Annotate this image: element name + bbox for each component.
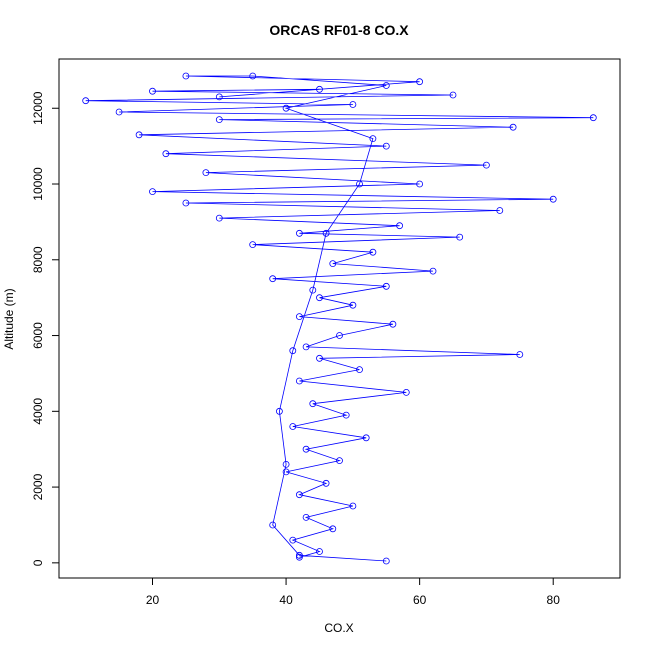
plot-frame xyxy=(58,58,621,579)
data-point xyxy=(282,468,290,476)
data-point xyxy=(456,233,464,241)
data-point xyxy=(316,294,323,302)
x-tick-label: 20 xyxy=(146,593,160,607)
data-point xyxy=(322,479,330,487)
data-point xyxy=(589,114,597,122)
data-point xyxy=(329,525,337,533)
data-point xyxy=(382,557,390,565)
y-tick-label: 8000 xyxy=(31,246,45,273)
data-point xyxy=(249,72,257,80)
data-point xyxy=(329,260,337,268)
data-point xyxy=(215,116,223,123)
data-point xyxy=(382,82,390,89)
data-point xyxy=(182,72,190,80)
data-point xyxy=(115,108,123,116)
data-point xyxy=(356,180,363,188)
y-tick-label: 2000 xyxy=(31,473,45,500)
data-point xyxy=(316,354,323,362)
data-point xyxy=(382,282,390,290)
data-point xyxy=(336,457,343,465)
x-axis-label: CO.X xyxy=(324,621,353,635)
data-point xyxy=(309,286,317,294)
y-tick-label: 0 xyxy=(31,559,45,566)
data-point xyxy=(369,135,377,143)
data-point xyxy=(416,180,424,188)
data-point xyxy=(215,214,223,222)
data-point xyxy=(295,377,303,385)
data-point xyxy=(316,548,323,555)
series-layer xyxy=(82,72,597,565)
data-point xyxy=(369,248,377,256)
data-point xyxy=(302,514,310,521)
data-point xyxy=(342,411,350,419)
data-point xyxy=(149,188,156,196)
data-point xyxy=(289,423,297,430)
data-point xyxy=(282,460,290,468)
data-point xyxy=(302,343,310,351)
data-point xyxy=(362,434,370,442)
x-tick-label: 80 xyxy=(547,593,561,607)
data-point xyxy=(349,502,357,510)
chart-title: ORCAS RF01-8 CO.X xyxy=(269,22,409,38)
data-point xyxy=(516,351,524,358)
data-point xyxy=(509,123,517,131)
data-point xyxy=(275,407,283,415)
data-point xyxy=(295,313,303,321)
x-axis: 20 40 60 80 xyxy=(146,578,560,607)
data-point xyxy=(349,301,357,309)
series-line xyxy=(85,75,594,562)
data-point xyxy=(356,366,363,374)
data-point xyxy=(482,161,490,169)
data-point xyxy=(496,207,504,214)
data-point xyxy=(269,275,277,283)
data-point xyxy=(416,78,424,86)
data-point xyxy=(322,229,330,237)
data-point xyxy=(295,229,303,237)
data-point xyxy=(182,199,190,207)
data-point xyxy=(135,131,143,139)
y-tick-label: 10000 xyxy=(31,167,45,201)
data-point xyxy=(295,551,303,559)
data-point xyxy=(162,150,170,158)
data-point xyxy=(389,320,397,328)
y-tick-label: 12000 xyxy=(31,91,45,125)
data-point xyxy=(289,347,297,355)
data-point xyxy=(309,400,317,408)
y-tick-label: 4000 xyxy=(31,398,45,425)
data-point xyxy=(249,241,257,249)
data-point xyxy=(316,85,323,93)
x-tick-label: 40 xyxy=(279,593,293,607)
data-point xyxy=(449,91,457,99)
data-point xyxy=(549,195,557,203)
data-point xyxy=(429,267,437,275)
data-point xyxy=(202,169,210,177)
data-point xyxy=(302,445,310,453)
y-axis: 0 2000 4000 6000 8000 10000 12000 xyxy=(31,91,59,566)
data-point xyxy=(295,491,303,499)
y-axis-label: Altitude (m) xyxy=(2,288,16,349)
y-tick-label: 6000 xyxy=(31,322,45,349)
data-point xyxy=(282,104,290,112)
data-point xyxy=(349,101,357,108)
data-point xyxy=(269,521,277,529)
data-point xyxy=(149,87,156,95)
data-point xyxy=(289,536,297,544)
data-point xyxy=(396,222,404,230)
data-point xyxy=(215,93,223,101)
data-point xyxy=(295,553,303,561)
data-point xyxy=(82,97,90,105)
x-tick-label: 60 xyxy=(413,593,427,607)
data-point xyxy=(382,142,390,150)
data-point xyxy=(402,388,410,396)
data-point xyxy=(336,332,343,339)
